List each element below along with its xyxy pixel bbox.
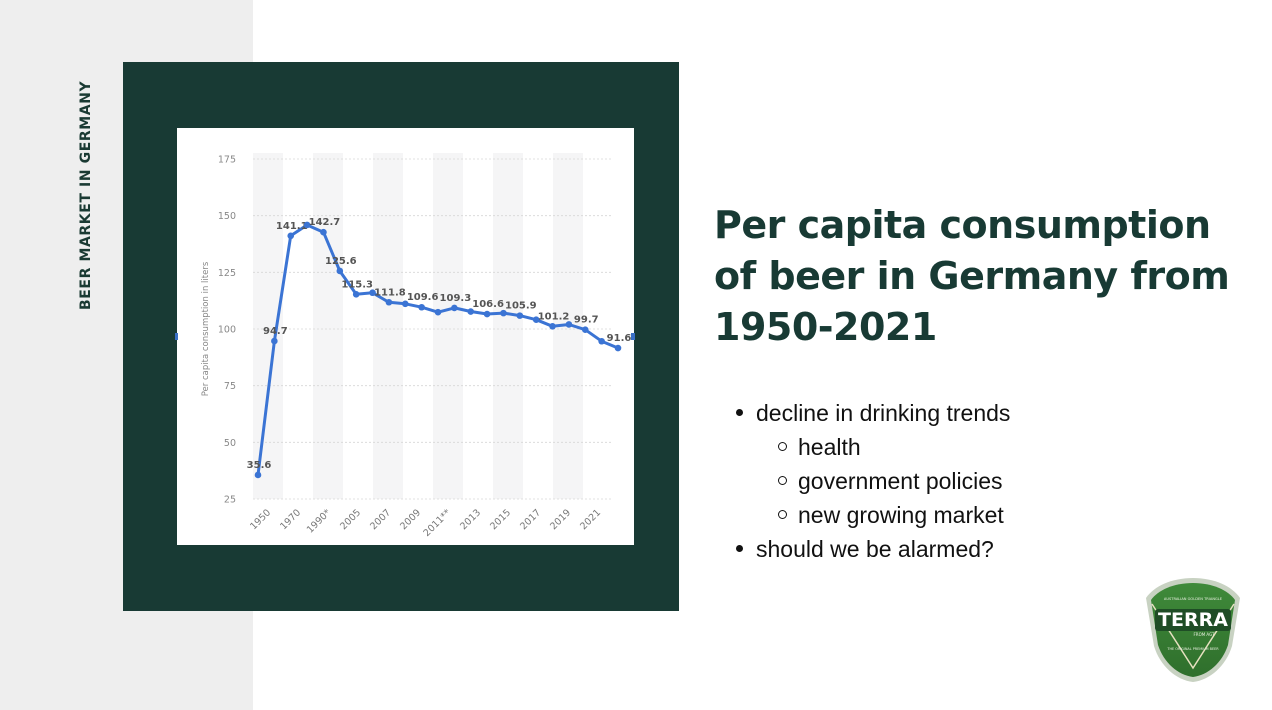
x-tick-label: 2017 (518, 507, 543, 532)
section-title-vertical: BEER MARKET IN GERMANY (78, 80, 94, 310)
data-point (434, 308, 442, 316)
data-point (369, 289, 376, 297)
data-point (467, 308, 475, 315)
data-point (532, 316, 540, 324)
chart-band (373, 153, 403, 499)
logo-top-ring: AUSTRALIAN GOLDEN TRIANGLE (1164, 597, 1223, 601)
data-point (451, 304, 458, 312)
x-tick-label: 1950 (248, 507, 273, 532)
y-axis-label: Per capita consumption in liters (201, 261, 211, 396)
x-tick-label: 2007 (368, 507, 393, 532)
data-label: 115.3 (341, 279, 373, 290)
sub-bullet-item: government policies (736, 464, 1010, 498)
slide-headline: Per capita consumption of beer in German… (714, 203, 1230, 349)
data-point (549, 322, 556, 330)
data-point (336, 267, 344, 275)
sub-bullet-item: new growing market (736, 498, 1010, 532)
bullet-list: decline in drinking trends health governme… (736, 396, 1010, 566)
x-tick-label: 2013 (458, 507, 483, 532)
line-chart: 25 50 75 100 125 150 175 Per capita consumption… (201, 153, 632, 539)
data-point (271, 337, 278, 345)
x-tick-label: 2019 (548, 507, 573, 532)
chart-band (493, 153, 523, 499)
y-tick-label: 100 (218, 325, 236, 336)
data-point (483, 310, 491, 318)
data-label: 111.8 (374, 287, 406, 298)
chart-card: 25 50 75 100 125 150 175 Per capita consumption… (177, 128, 634, 545)
data-label: 125.6 (325, 256, 357, 267)
data-label: 105.9 (505, 301, 537, 312)
x-tick-label: 1970 (278, 507, 303, 532)
data-point (516, 312, 524, 319)
y-tick-label: 25 (224, 495, 236, 506)
x-tick-label: 2005 (338, 507, 363, 532)
data-point (303, 221, 311, 229)
x-tick-label: 1990* (305, 507, 333, 535)
data-label: 109.6 (407, 292, 439, 303)
y-tick-label: 150 (218, 211, 236, 222)
crop-handle-left (175, 333, 178, 340)
data-label: 99.7 (574, 315, 599, 326)
y-tick-label: 50 (224, 438, 236, 449)
x-tick-label: 2009 (398, 507, 423, 532)
sub-bullet-item: health (736, 430, 1010, 464)
terra-logo: AUSTRALIAN GOLDEN TRIANGLE TERRA FROM AG… (1146, 578, 1240, 682)
data-label: 141.1 (276, 221, 308, 232)
bullet-item: should we be alarmed? (736, 532, 1010, 566)
logo-sub: FROM AGT (1193, 632, 1215, 637)
data-point (385, 298, 393, 306)
data-label: 35.6 (247, 460, 272, 471)
logo-banner (1155, 609, 1231, 631)
crop-handle-right (631, 333, 635, 340)
chart-band (313, 153, 343, 499)
data-point (565, 321, 573, 328)
logo-brand: TERRA (1158, 609, 1228, 631)
data-point (320, 228, 327, 236)
data-point (418, 303, 425, 311)
data-label: 94.7 (263, 326, 288, 337)
bullet-item: decline in drinking trends (736, 396, 1010, 430)
data-point (614, 344, 622, 352)
x-tick-label: 2011** (422, 507, 454, 539)
y-tick-label: 125 (218, 268, 236, 279)
data-point (598, 337, 605, 345)
data-point (287, 232, 295, 240)
data-label: 109.3 (440, 293, 472, 304)
data-point (500, 309, 507, 317)
chart-band (433, 153, 463, 499)
data-label: 101.2 (538, 311, 570, 322)
logo-bottom-ring: THE ORIGINAL PREMIUM BEER (1166, 647, 1219, 651)
data-label: 106.6 (472, 299, 504, 310)
data-point (401, 300, 409, 308)
data-point (254, 471, 262, 479)
y-tick-label: 75 (224, 381, 236, 392)
y-tick-label: 175 (218, 155, 236, 166)
data-label: 91.6 (607, 333, 632, 344)
x-tick-label: 2021 (578, 507, 603, 532)
x-tick-label: 2015 (488, 507, 513, 532)
data-point (352, 291, 360, 298)
data-label: 142.7 (309, 217, 341, 228)
data-point (581, 326, 589, 333)
